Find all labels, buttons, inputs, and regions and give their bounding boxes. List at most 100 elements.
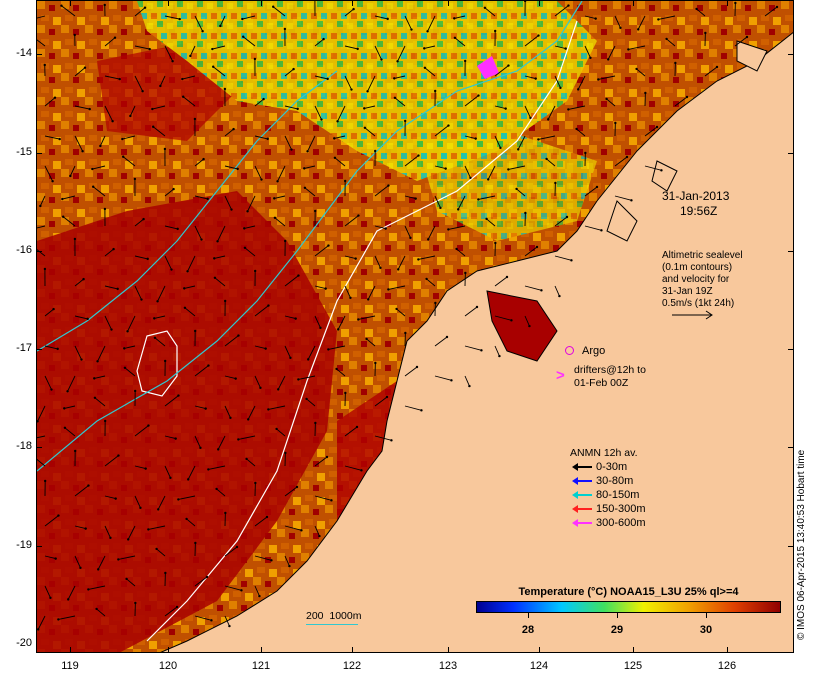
- lat-tick-mark: [788, 349, 794, 350]
- velocity-arrow-head: [343, 179, 347, 183]
- velocity-arrow-head: [37, 628, 40, 631]
- velocity-arrow: [276, 428, 286, 437]
- velocity-arrow: [164, 15, 180, 20]
- velocity-arrow: [182, 75, 196, 80]
- velocity-arrow-head: [535, 245, 539, 249]
- velocity-arrow: [134, 285, 142, 300]
- velocity-arrow: [274, 217, 286, 227]
- velocity-arrow: [254, 135, 268, 140]
- credit: © IMOS 06-Apr-2015 13:40:53 Hobart time: [796, 449, 807, 640]
- velocity-arrow: [307, 345, 316, 360]
- velocity-arrow-head: [88, 107, 91, 111]
- lat-tick-mark: [788, 251, 794, 252]
- velocity-arrow-head: [159, 84, 162, 88]
- velocity-arrow: [194, 225, 202, 240]
- argo-label: Argo: [582, 345, 606, 357]
- velocity-arrow: [517, 135, 526, 150]
- lon-tick: 126: [717, 660, 737, 672]
- velocity-arrow-head: [266, 137, 269, 141]
- velocity-arrow-head: [116, 287, 119, 291]
- velocity-arrow-head: [457, 208, 460, 211]
- velocity-arrow-head: [217, 448, 220, 451]
- velocity-arrow: [152, 126, 166, 137]
- velocity-arrow-head: [241, 35, 245, 38]
- velocity-arrow: [189, 45, 196, 57]
- velocity-arrow-head: [69, 174, 72, 178]
- velocity-arrow-head: [146, 257, 149, 261]
- velocity-arrow-head: [559, 86, 562, 90]
- velocity-arrow: [44, 515, 59, 527]
- velocity-arrow-head: [228, 624, 231, 628]
- map-area[interactable]: [36, 0, 794, 653]
- velocity-arrow-head: [665, 37, 668, 41]
- velocity-arrow: [524, 35, 539, 47]
- velocity-arrow-head: [385, 395, 389, 399]
- velocity-arrow-head: [50, 388, 53, 391]
- lon-tick-mark: [727, 0, 728, 6]
- lon-tick-mark: [633, 647, 634, 653]
- velocity-arrow: [554, 255, 572, 261]
- velocity-arrow-head: [153, 336, 157, 340]
- velocity-arrow-head: [417, 154, 420, 157]
- velocity-arrow-head: [534, 77, 537, 80]
- velocity-arrow-head: [607, 58, 610, 61]
- velocity-arrow: [64, 427, 76, 437]
- velocity-arrow-head: [352, 7, 355, 11]
- velocity-arrow: [547, 105, 556, 120]
- date-label: 31-Jan-2013: [662, 189, 730, 203]
- velocity-arrow-head: [289, 356, 292, 360]
- velocity-arrow: [268, 405, 286, 410]
- velocity-arrow: [194, 576, 208, 587]
- velocity-arrow-head: [397, 268, 400, 271]
- velocity-arrow-head: [73, 33, 76, 37]
- velocity-arrow-head: [300, 529, 303, 532]
- velocity-arrow: [304, 165, 316, 169]
- velocity-arrow-head: [273, 197, 276, 200]
- velocity-arrow-head: [163, 147, 167, 151]
- arrow-icon: [572, 463, 592, 472]
- velocity-arrow: [394, 97, 406, 107]
- velocity-arrow-head: [330, 499, 333, 502]
- velocity-arrow-head: [275, 427, 278, 431]
- velocity-arrow-head: [163, 359, 167, 363]
- velocity-arrow: [62, 195, 76, 200]
- velocity-arrow-head: [187, 478, 190, 481]
- velocity-arrow: [404, 15, 412, 30]
- velocity-arrow: [277, 165, 286, 182]
- velocity-arrow-head: [51, 180, 54, 183]
- time-label: 19:56Z: [680, 204, 718, 218]
- velocity-arrow-head: [423, 66, 427, 70]
- lat-tick: -17: [16, 342, 32, 354]
- velocity-arrow: [364, 127, 376, 137]
- velocity-arrow: [666, 38, 676, 47]
- velocity-arrow: [334, 135, 346, 139]
- velocity-arrow: [524, 246, 538, 257]
- velocity-arrow: [74, 485, 89, 497]
- velocity-arrow-head: [434, 301, 437, 305]
- velocity-arrow-head: [594, 17, 597, 20]
- velocity-arrow: [427, 15, 436, 32]
- lat-tick-mark: [788, 153, 794, 154]
- velocity-arrow: [104, 105, 114, 122]
- velocity-arrow-head: [322, 37, 325, 41]
- velocity-arrow: [99, 135, 106, 147]
- velocity-arrow-head: [277, 388, 280, 391]
- velocity-arrow: [427, 225, 436, 240]
- velocity-arrow-head: [147, 528, 150, 531]
- velocity-arrow-head: [349, 296, 352, 300]
- velocity-arrow: [328, 345, 346, 350]
- velocity-arrow-head: [219, 24, 222, 28]
- velocity-arrow-head: [635, 67, 638, 71]
- velocity-arrow: [124, 345, 136, 349]
- warm-region-2: [241, 381, 407, 652]
- velocity-arrow-head: [87, 588, 90, 591]
- velocity-arrow-head: [374, 361, 377, 365]
- velocity-arrow-head: [485, 217, 488, 221]
- lat-tick: -20: [16, 637, 32, 649]
- velocity-arrow: [314, 285, 326, 290]
- velocity-arrow-head: [600, 229, 603, 232]
- velocity-arrow-head: [523, 1, 527, 3]
- velocity-arrow: [94, 397, 106, 407]
- lat-tick-mark: [36, 54, 42, 55]
- velocity-arrow-head: [109, 536, 112, 540]
